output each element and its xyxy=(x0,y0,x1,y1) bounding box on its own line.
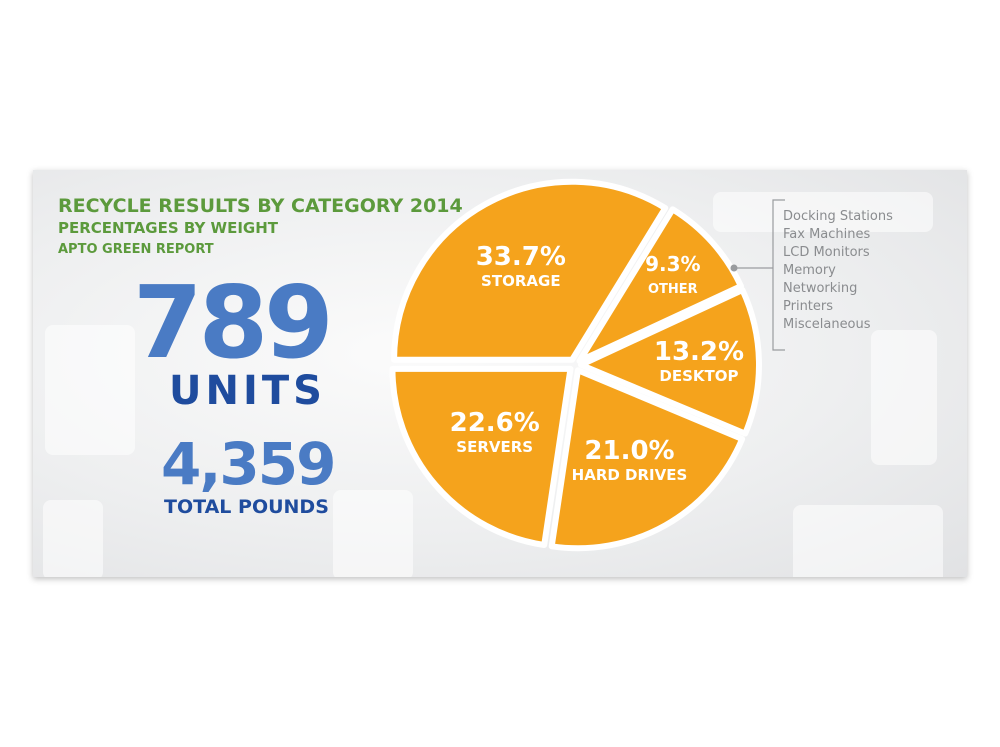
background-memory-icon xyxy=(43,500,103,577)
units-value: 789 xyxy=(133,264,334,381)
pounds-value: 4,359 xyxy=(161,430,336,498)
slice-value-label: 9.3% xyxy=(645,251,701,276)
legend-item: Miscelaneous xyxy=(783,317,871,332)
slice-category-label: OTHER xyxy=(648,281,698,297)
pie-chart xyxy=(389,178,785,552)
background-monitor-icon xyxy=(793,505,943,577)
legend-item: Memory xyxy=(783,263,836,278)
slice-value-label: 33.7% xyxy=(475,242,566,273)
pie-slice-hard-drives xyxy=(548,367,746,552)
slice-category-label: DESKTOP xyxy=(659,366,739,385)
legend-item: Printers xyxy=(783,299,834,314)
legend-item: Fax Machines xyxy=(783,227,871,242)
pounds-label: TOTAL POUNDS xyxy=(164,496,329,518)
background-hard-drive-icon xyxy=(333,490,413,577)
chart-title: RECYCLE RESULTS BY CATEGORY 2014 xyxy=(58,195,463,217)
slice-value-label: 22.6% xyxy=(449,408,540,439)
report-source: APTO GREEN REPORT xyxy=(58,242,214,257)
pie-slice-other xyxy=(576,206,744,365)
legend-item: Networking xyxy=(783,281,858,296)
pie-slice-storage xyxy=(391,178,669,363)
slice-value-label: 21.0% xyxy=(584,435,675,466)
chart-subtitle: PERCENTAGES BY WEIGHT xyxy=(58,219,279,237)
legend-item: LCD Monitors xyxy=(783,245,870,260)
legend-item: Docking Stations xyxy=(783,209,893,224)
background-server-icon xyxy=(713,192,933,232)
other-connector-dot xyxy=(730,264,738,272)
slice-category-label: SERVERS xyxy=(456,438,534,457)
background-desktop-tower-icon xyxy=(871,330,937,465)
slice-value-label: 13.2% xyxy=(653,336,745,367)
units-label: UNITS xyxy=(169,368,326,414)
background-hard-drive-icon xyxy=(45,325,135,455)
infographic-card: RECYCLE RESULTS BY CATEGORY 2014 PERCENT… xyxy=(33,170,967,577)
other-breakdown-list: Docking Stations Fax Machines LCD Monito… xyxy=(783,208,893,334)
slice-category-label: STORAGE xyxy=(481,272,561,291)
legend-bracket xyxy=(772,199,785,351)
slice-category-label: HARD DRIVES xyxy=(571,465,688,484)
pie-slice-desktop xyxy=(577,286,762,437)
pie-slice-servers xyxy=(389,365,574,548)
